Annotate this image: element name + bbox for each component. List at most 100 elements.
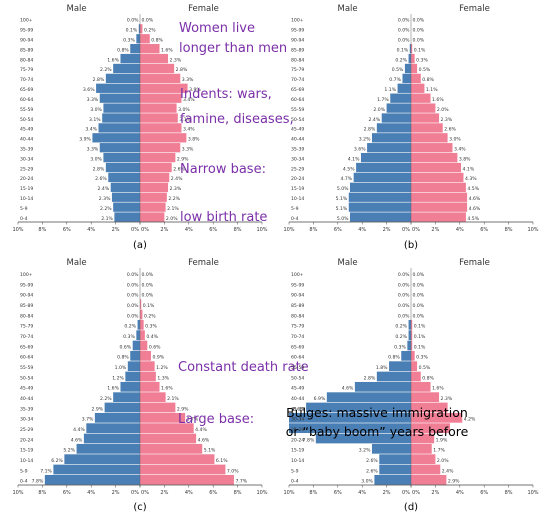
male-bar (138, 24, 140, 34)
female-bar (140, 381, 160, 392)
female-value-label: 2.9% (448, 479, 460, 485)
age-group-label: 65-69 (291, 87, 304, 93)
male-value-label: 1.6% (107, 386, 119, 392)
age-group-label: 25-29 (291, 427, 304, 433)
x-tick-label: 8% (234, 490, 242, 496)
female-bar (411, 133, 448, 143)
annotation-text: Constant death rate (178, 360, 309, 375)
age-group-label: 90-94 (20, 38, 33, 44)
female-value-label: 2.0% (437, 107, 449, 113)
x-tick-label: 6% (209, 227, 217, 233)
male-bar (114, 212, 140, 222)
x-tick-label: 2% (160, 227, 168, 233)
age-group-label: 15-19 (20, 448, 33, 454)
male-bar (120, 381, 140, 392)
male-bar (350, 182, 411, 192)
female-value-label: 0.1% (414, 344, 426, 350)
age-group-label: 35-39 (20, 406, 33, 412)
female-bar (140, 53, 169, 64)
annotation-text: Women live (179, 21, 255, 36)
male-bar (103, 152, 140, 163)
male-bar (408, 330, 411, 341)
age-group-label: 90-94 (291, 293, 304, 299)
female-value-label: 0.3% (145, 324, 157, 330)
male-bar (404, 63, 411, 74)
female-value-label: 2.6% (173, 166, 185, 172)
female-bar (140, 63, 175, 74)
age-group-label: 65-69 (20, 87, 33, 93)
x-tick-label: 8% (505, 227, 513, 233)
female-value-label: 3.8% (459, 156, 471, 162)
age-group-label: 100+ (291, 18, 304, 24)
age-group-label: 75-79 (291, 324, 304, 330)
male-header: Male (337, 4, 357, 14)
age-group-label: 100+ (291, 272, 304, 278)
male-bar (113, 392, 140, 403)
female-value-label: 2.1% (167, 396, 179, 402)
male-bar (289, 423, 411, 434)
male-value-label: 1.1% (384, 87, 396, 93)
male-bar (44, 474, 141, 485)
x-tick-label: 8% (38, 227, 46, 233)
male-bar (379, 464, 411, 475)
female-bar (411, 44, 413, 54)
male-value-label: 3.9% (79, 137, 91, 143)
female-bar (140, 93, 182, 103)
male-value-label: 2.2% (100, 206, 112, 212)
x-tick-label: 8% (234, 227, 242, 233)
age-group-label: 35-39 (291, 146, 304, 152)
female-value-label: 3.4% (183, 97, 195, 103)
female-value-label: 2.3% (441, 117, 453, 123)
female-value-label: 1.1% (426, 87, 438, 93)
male-bar (99, 93, 140, 103)
female-value-label: 3.1% (179, 117, 191, 123)
male-value-label: 5.1% (336, 196, 348, 202)
male-bar (136, 330, 140, 341)
panel-label: (d) (404, 502, 418, 513)
female-bar (140, 172, 170, 183)
female-bar (411, 162, 462, 173)
age-group-label: 25-29 (20, 166, 33, 172)
female-value-label: 2.3% (170, 186, 182, 192)
male-value-label: 8.6% (293, 406, 305, 412)
age-group-label: 20-24 (20, 176, 33, 182)
age-group-label: 45-49 (20, 127, 33, 133)
male-bar (113, 63, 140, 74)
male-value-label: 2.8% (364, 375, 376, 381)
female-value-label: 1.6% (161, 386, 173, 392)
female-bar (140, 143, 181, 153)
female-value-label: 7.0% (227, 468, 239, 474)
age-group-label: 40-44 (20, 137, 33, 143)
female-bar (140, 73, 181, 84)
female-bar (411, 143, 453, 153)
female-value-label: 2.9% (177, 406, 189, 412)
female-header: Female (188, 258, 219, 268)
female-bar (411, 361, 418, 372)
female-value-label: 2.4% (171, 176, 183, 182)
annotation-text: longer than men (179, 41, 287, 56)
age-group-label: 80-84 (291, 57, 304, 63)
age-group-label: 50-54 (20, 375, 33, 381)
female-value-label: 0.0% (142, 293, 154, 299)
male-value-label: 3.6% (354, 146, 366, 152)
male-value-label: 2.3% (99, 196, 111, 202)
panel-label: (c) (133, 502, 146, 513)
female-value-label: 2.2% (168, 196, 180, 202)
female-value-label: 0.5% (419, 365, 431, 371)
x-tick-label: 10% (527, 227, 538, 233)
x-tick-label: 2% (431, 490, 439, 496)
male-value-label: 2.0% (373, 107, 385, 113)
male-bar (105, 162, 140, 173)
male-bar (99, 143, 140, 153)
female-bar (411, 123, 443, 133)
male-bar (136, 34, 140, 44)
female-value-label: 0.3% (416, 57, 428, 63)
female-bar (140, 319, 144, 330)
female-value-label: 0.0% (413, 293, 425, 299)
male-value-label: 3.3% (87, 146, 99, 152)
male-header: Male (66, 4, 86, 14)
male-value-label: 0.0% (398, 18, 410, 24)
female-bar (411, 202, 468, 212)
female-value-label: 0.0% (413, 282, 425, 288)
